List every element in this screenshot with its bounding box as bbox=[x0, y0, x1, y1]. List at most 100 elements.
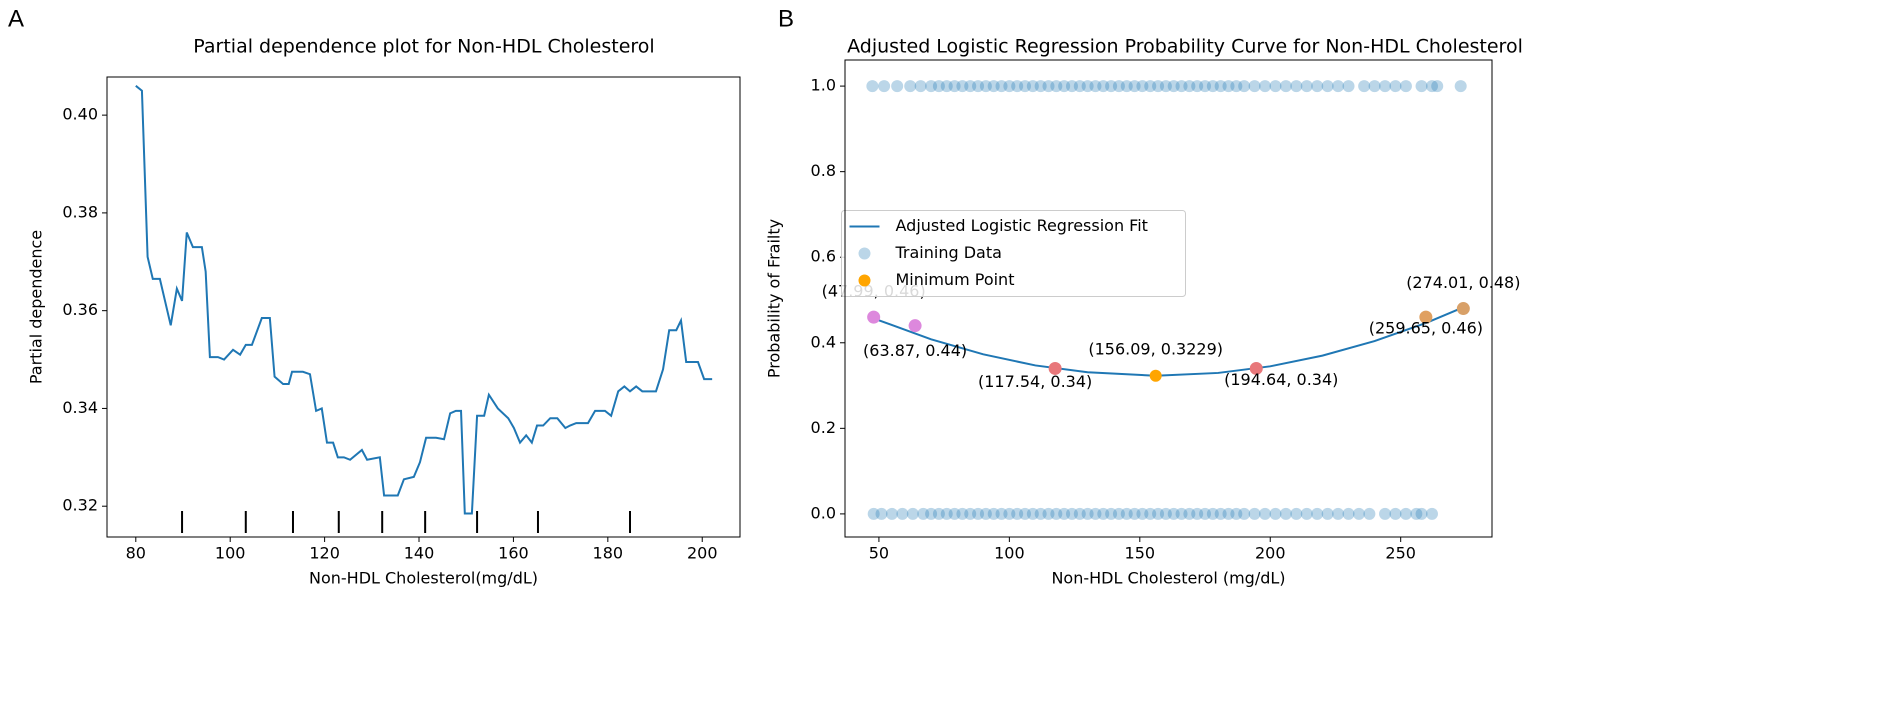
scatter-point bbox=[1206, 507, 1219, 520]
scatter-point bbox=[940, 507, 953, 520]
scatter-point bbox=[866, 80, 879, 93]
scatter-point bbox=[1097, 80, 1110, 93]
scatter-point bbox=[940, 80, 953, 93]
y-tick-label: 0.0 bbox=[811, 503, 836, 522]
scatter-point bbox=[1003, 507, 1016, 520]
scatter-point bbox=[891, 80, 904, 93]
point-label: (156.09, 0.3229) bbox=[1088, 339, 1223, 358]
x-tick-label: 200 bbox=[1255, 544, 1286, 563]
x-tick-label: 140 bbox=[404, 544, 435, 563]
annotated-point bbox=[1249, 361, 1263, 375]
scatter-point bbox=[1112, 507, 1125, 520]
scatter-point bbox=[979, 80, 992, 93]
y-tick-label: 0.4 bbox=[811, 332, 836, 351]
scatter-point bbox=[1120, 80, 1133, 93]
scatter-point bbox=[925, 507, 938, 520]
scatter-point bbox=[1050, 507, 1063, 520]
chart-title: Partial dependence plot for Non-HDL Chol… bbox=[193, 36, 654, 58]
scatter-point bbox=[1358, 80, 1371, 93]
scatter-point bbox=[1222, 507, 1235, 520]
scatter-point bbox=[1159, 507, 1172, 520]
scatter-point bbox=[1238, 80, 1251, 93]
scatter-point bbox=[904, 80, 917, 93]
scatter-point bbox=[964, 507, 977, 520]
scatter-point bbox=[1034, 80, 1047, 93]
scatter-point bbox=[1415, 80, 1428, 93]
x-tick-label: 120 bbox=[309, 544, 340, 563]
scatter-point bbox=[1363, 507, 1376, 520]
scatter-point bbox=[1081, 80, 1094, 93]
scatter-point bbox=[1431, 80, 1444, 93]
scatter-point bbox=[1311, 507, 1324, 520]
scatter-point bbox=[1342, 80, 1355, 93]
y-tick-label: 0.32 bbox=[62, 496, 98, 515]
scatter-point bbox=[1149, 369, 1162, 382]
panel-label: B bbox=[778, 5, 794, 32]
scatter-point bbox=[948, 507, 961, 520]
scatter-point bbox=[1279, 507, 1292, 520]
scatter-point bbox=[1410, 507, 1423, 520]
scatter-point bbox=[1206, 80, 1219, 93]
scatter-point bbox=[1065, 80, 1078, 93]
scatter-point bbox=[1300, 80, 1313, 93]
scatter-point bbox=[1167, 80, 1180, 93]
scatter-point bbox=[979, 507, 992, 520]
scatter-point bbox=[1144, 507, 1157, 520]
scatter-point bbox=[1321, 507, 1334, 520]
annotation-label: (63.87, 0.44) bbox=[863, 341, 967, 360]
scatter-point bbox=[885, 507, 898, 520]
scatter-point bbox=[917, 507, 930, 520]
scatter-point bbox=[1399, 80, 1412, 93]
scatter-point bbox=[1368, 80, 1381, 93]
axes-frame bbox=[106, 76, 741, 538]
scatter-point bbox=[1259, 507, 1272, 520]
legend-box bbox=[841, 210, 1186, 297]
scatter-point bbox=[1183, 507, 1196, 520]
scatter-point bbox=[1011, 80, 1024, 93]
scatter-point bbox=[1389, 507, 1402, 520]
annotated-point bbox=[1456, 302, 1470, 316]
scatter-point bbox=[1089, 80, 1102, 93]
scatter-point bbox=[1167, 507, 1180, 520]
y-tick-label: 1.0 bbox=[811, 76, 836, 95]
x-tick-label: 200 bbox=[687, 544, 718, 563]
scatter-point bbox=[964, 80, 977, 93]
scatter-point bbox=[1222, 80, 1235, 93]
scatter-point bbox=[1379, 507, 1392, 520]
scatter-point bbox=[1152, 507, 1165, 520]
x-tick-label: 50 bbox=[869, 544, 889, 563]
scatter-point bbox=[1191, 80, 1204, 93]
scatter-point bbox=[1269, 80, 1282, 93]
x-tick-label: 250 bbox=[1385, 544, 1416, 563]
y-tick-label: 0.2 bbox=[811, 418, 836, 437]
scatter-point bbox=[1175, 507, 1188, 520]
scatter-point bbox=[1389, 80, 1402, 93]
scatter-point bbox=[1230, 507, 1243, 520]
scatter-point bbox=[1003, 80, 1016, 93]
chart-title: Adjusted Logistic Regression Probability… bbox=[847, 36, 1523, 58]
annotated-point bbox=[908, 319, 922, 333]
y-axis-label: Partial dependence bbox=[27, 230, 46, 384]
scatter-point bbox=[1230, 80, 1243, 93]
line-series bbox=[873, 306, 1464, 377]
scatter-point bbox=[995, 80, 1008, 93]
scatter-point bbox=[1089, 507, 1102, 520]
scatter-point bbox=[1199, 507, 1212, 520]
scatter-point bbox=[1199, 80, 1212, 93]
x-tick-label: 180 bbox=[593, 544, 624, 563]
scatter-point bbox=[1073, 80, 1086, 93]
legend-label: Minimum Point bbox=[896, 270, 1015, 289]
annotation-label: (117.54, 0.34) bbox=[978, 372, 1092, 391]
scatter-point bbox=[1058, 507, 1071, 520]
scatter-point bbox=[1112, 80, 1125, 93]
scatter-point bbox=[1290, 507, 1303, 520]
scatter-point bbox=[867, 507, 880, 520]
scatter-point bbox=[1019, 507, 1032, 520]
scatter-point bbox=[1248, 80, 1261, 93]
scatter-point bbox=[1290, 80, 1303, 93]
x-tick-label: 100 bbox=[215, 544, 246, 563]
scatter-point bbox=[1081, 507, 1094, 520]
annotated-point bbox=[1419, 310, 1433, 324]
x-tick-label: 160 bbox=[498, 544, 529, 563]
scatter-point bbox=[878, 80, 891, 93]
